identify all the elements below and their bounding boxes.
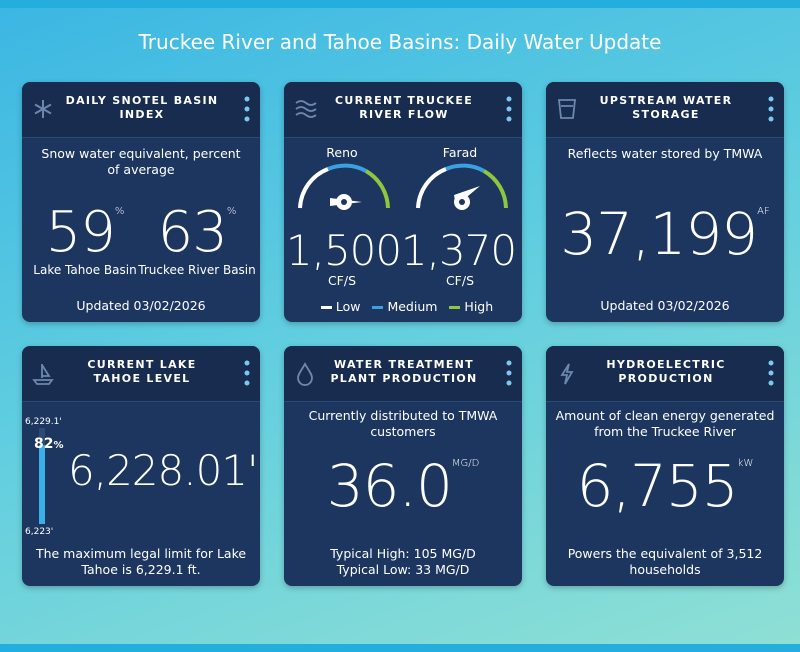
metric-value: 6,755 xyxy=(576,452,739,520)
gauges xyxy=(298,163,508,210)
level-fill xyxy=(39,445,45,524)
metric: 36.0MG/D xyxy=(284,452,522,520)
card: CURRENT LAKE TAHOE LEVEL 6,229.1' 6,223'… xyxy=(22,346,260,586)
card: HYDROELECTRIC PRODUCTION Amount of clean… xyxy=(546,346,784,586)
legend-swatch xyxy=(320,306,332,309)
metric: 6,755kW xyxy=(546,452,784,520)
card-title: UPSTREAM WATER STORAGE xyxy=(599,94,733,121)
gauge-name: Farad xyxy=(442,145,478,160)
glass-icon xyxy=(557,99,577,119)
card-subtitle: Currently distributed to TMWA customers xyxy=(308,408,498,439)
gauge xyxy=(416,163,508,209)
card: CURRENT TRUCKEE RIVER FLOW Reno Farad 1,… xyxy=(284,82,522,322)
metric-value: 59 xyxy=(45,200,116,265)
snow-icon xyxy=(34,100,52,118)
metric-unit: MG/D xyxy=(451,458,480,469)
legend-label: High xyxy=(464,299,494,314)
menu-button[interactable] xyxy=(768,360,774,388)
metric-value: 36.0 xyxy=(326,452,453,520)
metric-unit: AF xyxy=(757,206,770,217)
card: DAILY SNOTEL BASIN INDEX Snow water equi… xyxy=(22,82,260,322)
card-footer: Updated 03/02/2026 xyxy=(600,298,730,313)
bolt-icon xyxy=(560,363,574,385)
card-title: HYDROELECTRIC PRODUCTION xyxy=(606,358,726,385)
legend-label: Low xyxy=(335,299,361,314)
metric-value: 37,199 xyxy=(560,200,758,268)
metric-unit: % xyxy=(226,206,237,217)
legend-swatch xyxy=(449,306,461,309)
level-bar xyxy=(39,428,45,524)
card-header: DAILY SNOTEL BASIN INDEX xyxy=(22,82,260,138)
percent-unit: % xyxy=(53,440,64,451)
card-subtitle: Reflects water stored by TMWA xyxy=(567,146,763,161)
card: UPSTREAM WATER STORAGE Reflects water st… xyxy=(546,82,784,322)
card-header: CURRENT LAKE TAHOE LEVEL xyxy=(22,346,260,402)
flow-value: 1,370 xyxy=(400,226,517,275)
menu-button[interactable] xyxy=(768,96,774,124)
flow-unit: CF/S xyxy=(445,273,475,288)
scale-min: 6,223' xyxy=(25,527,54,537)
menu-button[interactable] xyxy=(506,96,512,124)
top-strip xyxy=(0,0,800,8)
gauge-name: Reno xyxy=(326,145,358,160)
menu-button[interactable] xyxy=(506,360,512,388)
metric: 37,199AF xyxy=(546,200,784,268)
metric-label: Lake Tahoe Basin xyxy=(33,263,137,277)
percent: 82% xyxy=(34,436,64,452)
page-title: Truckee River and Tahoe Basins: Daily Wa… xyxy=(138,30,662,54)
card-header: UPSTREAM WATER STORAGE xyxy=(546,82,784,138)
card-footer: The maximum legal limit for Lake Tahoe i… xyxy=(35,546,247,577)
flow-value: 1,500 xyxy=(285,226,402,275)
flow-unit: CF/S xyxy=(327,273,357,288)
bottom-strip xyxy=(0,644,800,652)
menu-button[interactable] xyxy=(244,360,250,388)
card-subtitle: Snow water equivalent, percent of averag… xyxy=(41,146,241,177)
card-subtitle: Amount of clean energy generated from th… xyxy=(555,408,775,439)
metric-unit: % xyxy=(114,206,125,217)
metric-unit: kW xyxy=(737,458,754,469)
card-title: CURRENT LAKE TAHOE LEVEL xyxy=(87,358,197,385)
card: WATER TREATMENT PLANT PRODUCTION Current… xyxy=(284,346,522,586)
metric: 59% xyxy=(22,200,148,265)
legend: Low Medium High xyxy=(284,299,522,315)
level-value: 6,228.01' xyxy=(68,446,259,495)
metric-value: 63 xyxy=(157,200,228,265)
note: Typical Low: 33 MG/D xyxy=(336,562,470,577)
scale-max: 6,229.1' xyxy=(25,417,62,427)
gauge xyxy=(298,163,390,209)
legend-swatch xyxy=(372,306,384,309)
percent-value: 82 xyxy=(34,436,54,452)
menu-button[interactable] xyxy=(244,96,250,124)
wave-icon xyxy=(295,100,317,118)
card-footer: Updated 03/02/2026 xyxy=(76,298,206,313)
drop-icon xyxy=(297,362,313,386)
card-title: WATER TREATMENT PLANT PRODUCTION xyxy=(330,358,478,385)
card-title: DAILY SNOTEL BASIN INDEX xyxy=(65,94,219,121)
metric: 63% xyxy=(134,200,260,265)
metric-label: Truckee River Basin xyxy=(138,263,256,277)
card-header: HYDROELECTRIC PRODUCTION xyxy=(546,346,784,402)
card-header: CURRENT TRUCKEE RIVER FLOW xyxy=(284,82,522,138)
boat-icon xyxy=(32,364,54,385)
card-title: CURRENT TRUCKEE RIVER FLOW xyxy=(334,94,474,121)
card-footer: Powers the equivalent of 3,512 household… xyxy=(567,546,763,577)
note: Typical High: 105 MG/D xyxy=(330,546,476,561)
legend-label: Medium xyxy=(387,299,438,314)
card-header: WATER TREATMENT PLANT PRODUCTION xyxy=(284,346,522,402)
